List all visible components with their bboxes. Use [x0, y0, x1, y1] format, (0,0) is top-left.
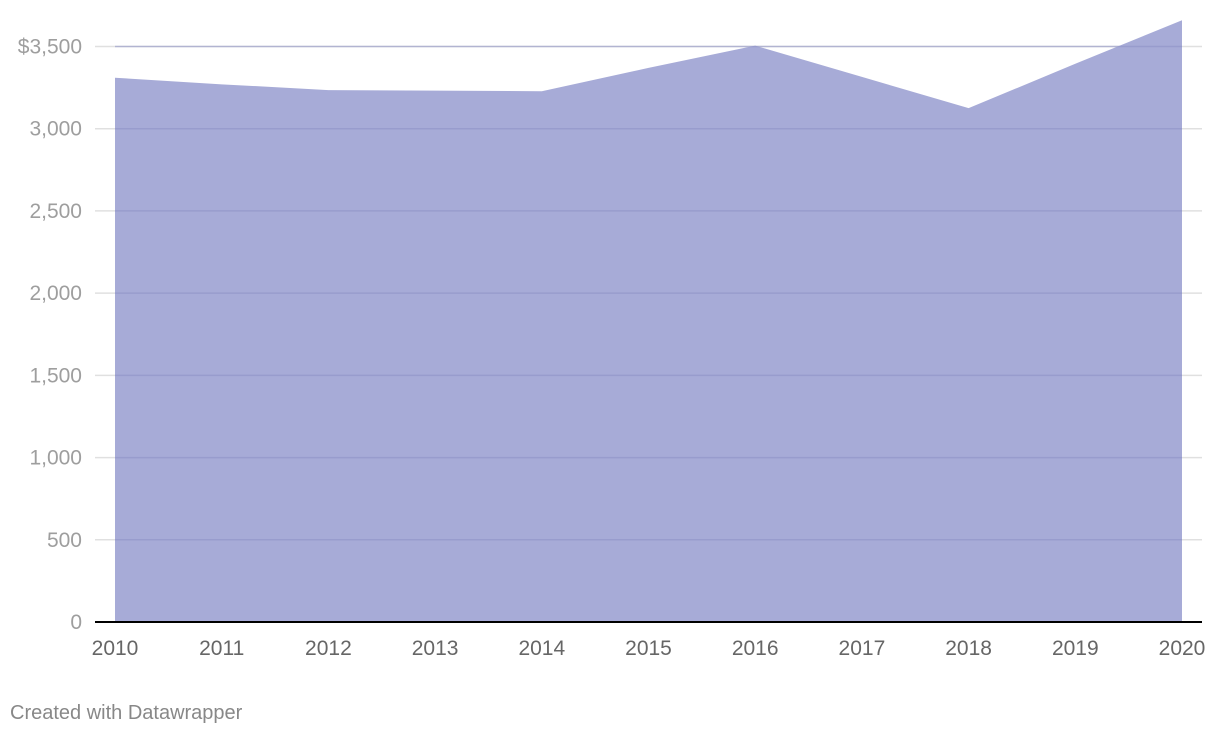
y-tick-label: 0: [70, 611, 82, 634]
x-tick-label: 2010: [92, 637, 139, 660]
y-tick-label: $3,500: [18, 36, 82, 59]
x-tick-label: 2020: [1159, 637, 1206, 660]
x-tick-label: 2016: [732, 637, 779, 660]
x-tick-label: 2015: [625, 637, 672, 660]
y-tick-label: 1,000: [29, 447, 82, 470]
y-tick-label: 3,000: [29, 118, 82, 141]
overlay-gridlines: [115, 45, 1182, 541]
x-tick-label: 2011: [199, 637, 244, 660]
area-series-fill: [115, 20, 1182, 623]
x-tick-label: 2013: [412, 637, 459, 660]
y-tick-label: 1,500: [29, 364, 82, 387]
x-tick-label: 2012: [305, 637, 352, 660]
x-tick-label: 2019: [1052, 637, 1099, 660]
y-tick-label: 2,000: [29, 282, 82, 305]
y-tick-label: 500: [47, 529, 82, 552]
area-series: [115, 20, 1182, 623]
x-tick-label: 2017: [839, 637, 886, 660]
y-tick-label: 2,500: [29, 200, 82, 223]
x-tick-label: 2014: [518, 637, 565, 660]
axes: 0 500 1,000 1,500 2,000 2,500 3,000 $3,500 2010 2…: [18, 36, 1206, 661]
chart-credit: Created with Datawrapper: [10, 702, 243, 724]
x-tick-label: 2018: [945, 637, 992, 660]
